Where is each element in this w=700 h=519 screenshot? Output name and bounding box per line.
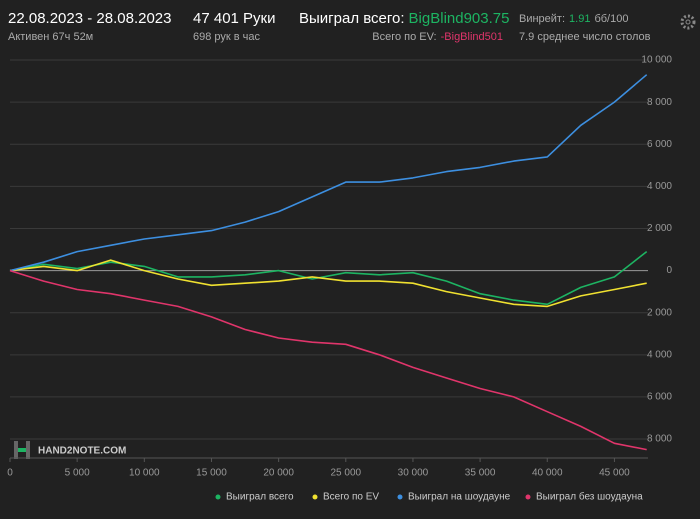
won-value: BigBlind903.75 xyxy=(409,10,510,27)
y-tick-label: 8 000 xyxy=(647,434,672,445)
y-tick-label: 6 000 xyxy=(647,139,672,150)
x-tick-label: 45 000 xyxy=(599,468,630,479)
legend-label: Выиграл без шоудауна xyxy=(536,491,643,503)
series-line xyxy=(9,250,648,306)
y-tick-label: 10 000 xyxy=(641,55,672,66)
x-tick-label: 10 000 xyxy=(129,468,160,479)
x-tick-label: 30 000 xyxy=(398,468,429,479)
legend-label: Выиграл на шоудауне xyxy=(408,492,511,503)
winrate-unit: бб/100 xyxy=(594,13,628,25)
date-range: 22.08.2023 - 28.08.2023 xyxy=(8,10,171,27)
hands-per-hour: 698 рук в час xyxy=(193,31,261,43)
y-tick-label: 4 000 xyxy=(647,349,672,360)
logo-text: HAND2NOTE.COM xyxy=(38,446,126,457)
legend-swatch xyxy=(525,494,531,500)
legend-swatch xyxy=(397,494,403,500)
legend-swatch xyxy=(312,494,318,500)
ev-total: Всего по EV: -BigBlind501 xyxy=(372,31,503,43)
y-tick-label: 2 000 xyxy=(647,223,672,234)
won-total: Выиграл всего: BigBlind903.75 xyxy=(299,10,509,27)
won-label: Выиграл всего: xyxy=(299,10,405,27)
ev-label: Всего по EV: xyxy=(372,31,436,43)
ev-value: -BigBlind501 xyxy=(441,31,503,43)
x-tick-label: 15 000 xyxy=(196,468,227,479)
x-tick-label: 0 xyxy=(7,468,13,479)
y-tick-label: 0 xyxy=(666,265,672,276)
y-tick-label: 6 000 xyxy=(647,392,672,403)
legend-label: Выиграл всего xyxy=(226,492,294,503)
y-tick-label: 4 000 xyxy=(647,181,672,192)
y-tick-label: 2 000 xyxy=(647,307,672,318)
active-time: Активен 67ч 52м xyxy=(8,31,93,43)
series-line xyxy=(9,269,647,451)
winrate: Винрейт: 1.91 бб/100 xyxy=(519,13,628,25)
legend-swatch xyxy=(215,494,221,500)
x-tick-label: 25 000 xyxy=(330,468,361,479)
x-tick-label: 20 000 xyxy=(263,468,294,479)
x-tick-label: 5 000 xyxy=(65,468,90,479)
logo xyxy=(14,441,30,459)
legend-label: Всего по EV xyxy=(323,492,379,503)
winrate-label: Винрейт: xyxy=(519,13,565,25)
x-tick-label: 35 000 xyxy=(465,468,496,479)
tables: 7.9 среднее число столов xyxy=(519,31,651,43)
y-tick-label: 8 000 xyxy=(647,97,672,108)
x-tick-label: 40 000 xyxy=(532,468,563,479)
hands: 47 401 Руки xyxy=(193,10,276,27)
series-line xyxy=(9,259,647,308)
settings-icon[interactable] xyxy=(680,14,696,30)
series-line xyxy=(9,74,648,272)
winrate-value: 1.91 xyxy=(569,13,590,25)
